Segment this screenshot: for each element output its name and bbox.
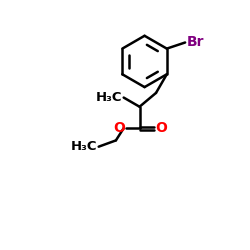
Text: Br: Br — [186, 36, 204, 50]
Text: O: O — [113, 121, 125, 135]
Text: O: O — [156, 121, 167, 135]
Text: H₃C: H₃C — [71, 140, 98, 153]
Text: H₃C: H₃C — [96, 91, 122, 104]
